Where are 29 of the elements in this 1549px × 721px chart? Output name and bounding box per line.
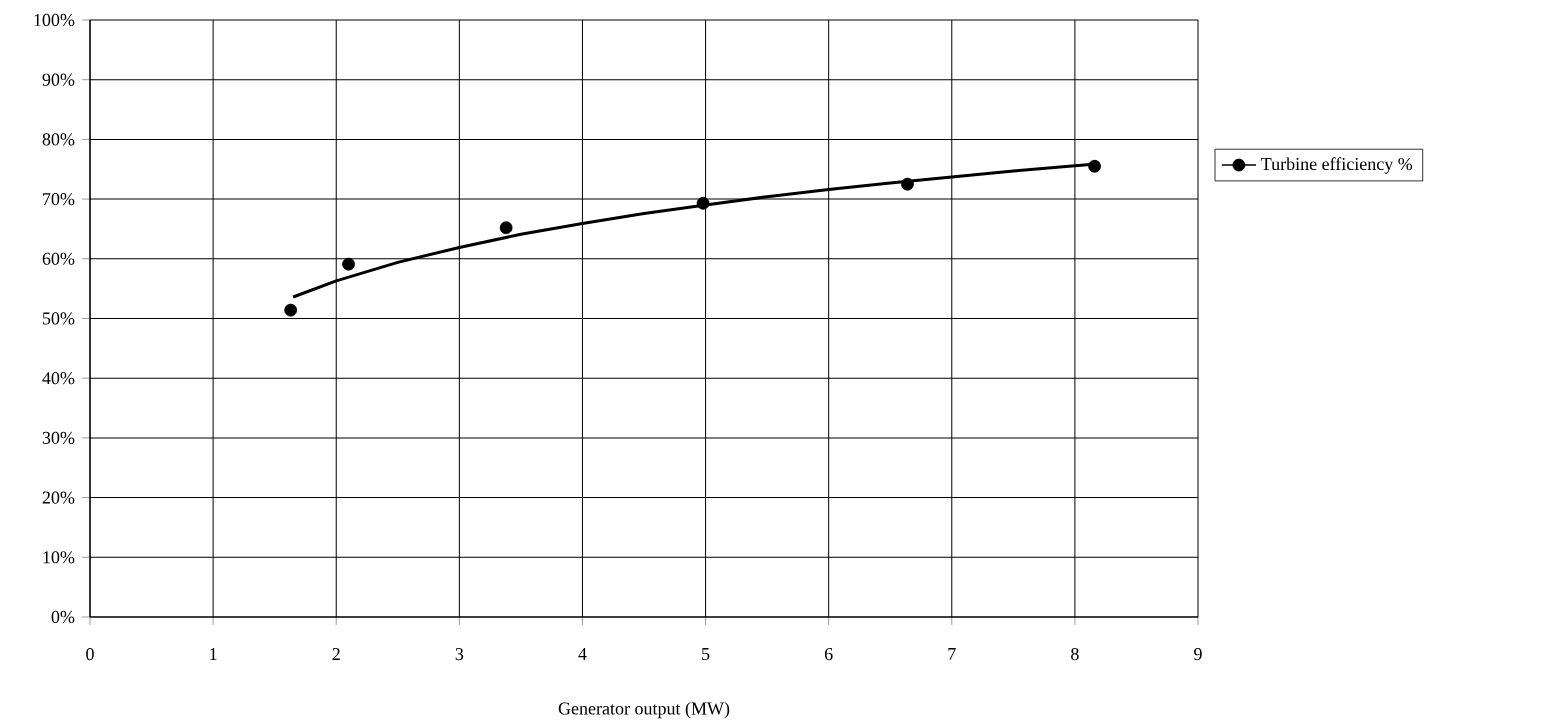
y-tick-label: 10%	[43, 551, 75, 564]
y-tick-label: 100%	[34, 13, 75, 27]
legend-label: Turbine efficiency %	[1261, 157, 1413, 174]
x-tick-label: 1	[210, 648, 217, 660]
point	[1088, 159, 1101, 173]
x-tick-label: 6	[824, 648, 833, 661]
y-tick-label: 40%	[42, 372, 75, 385]
x-tick-label: 5	[702, 648, 710, 661]
x-tick-label: 0	[86, 648, 94, 661]
point	[342, 257, 355, 271]
point	[696, 196, 710, 210]
y-tick-label: 60%	[42, 252, 75, 265]
x-tick-label: 3	[455, 648, 464, 661]
y-tick-label: 50%	[42, 312, 75, 325]
x-tick-label: 7	[948, 648, 956, 660]
y-tick-label: 0%	[51, 610, 75, 624]
x-tick-label: 4	[578, 648, 587, 660]
x-tick-label: 2	[332, 648, 340, 660]
y-tick-label: 70%	[43, 192, 75, 206]
point	[284, 303, 298, 317]
point	[901, 177, 914, 191]
point	[499, 221, 513, 235]
x-tick-label: 8	[1071, 648, 1079, 661]
y-tick-label: 90%	[42, 73, 75, 86]
y-tick-label: 20%	[42, 491, 75, 504]
x-axis-title: Generator output (MW)	[558, 701, 730, 719]
x-tick-label: 9	[1194, 648, 1202, 661]
y-tick-label: 30%	[42, 431, 75, 444]
y-tick-label: 80%	[42, 133, 75, 146]
